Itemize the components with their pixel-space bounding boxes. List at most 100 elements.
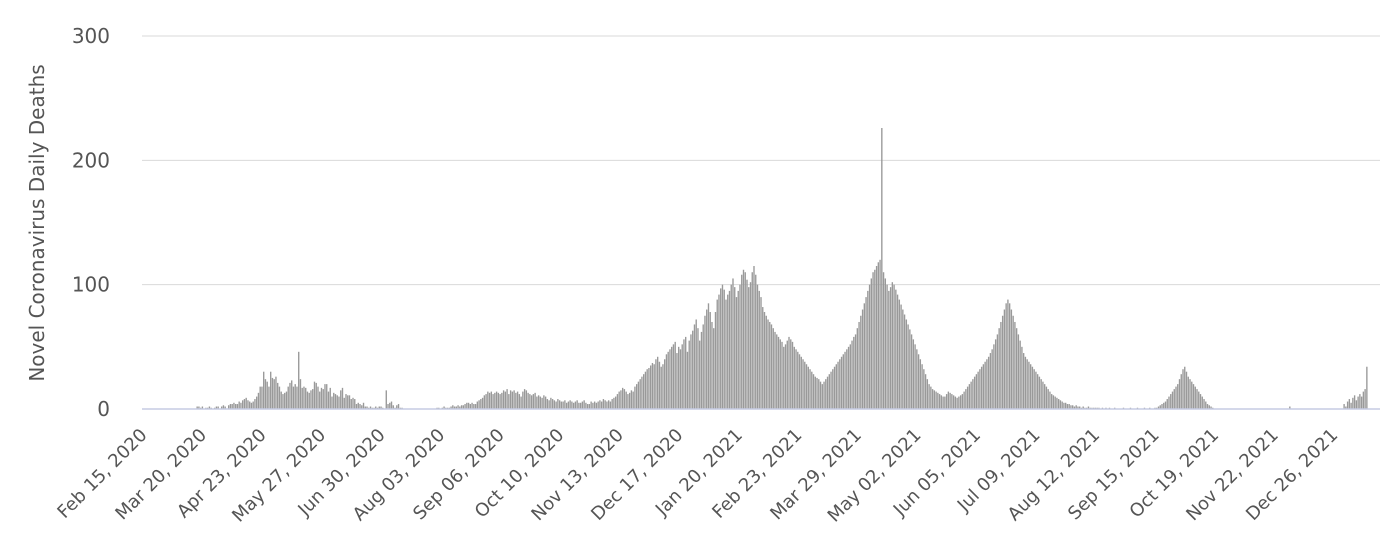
bar — [702, 324, 704, 409]
bar — [1357, 396, 1359, 409]
bar — [634, 386, 636, 409]
bar — [569, 400, 571, 409]
bar — [201, 406, 204, 409]
bar — [1058, 399, 1060, 409]
bar — [1012, 315, 1014, 409]
bar — [616, 394, 619, 409]
bar — [888, 290, 890, 409]
bar — [933, 390, 936, 409]
bar — [485, 394, 487, 409]
bar — [984, 361, 986, 409]
bar — [275, 376, 277, 409]
bar — [737, 290, 739, 409]
bar — [741, 274, 743, 409]
bar — [387, 404, 389, 409]
bar — [723, 289, 725, 409]
bar — [227, 405, 230, 409]
bar — [940, 395, 943, 409]
bar — [851, 340, 853, 409]
bar — [826, 376, 829, 409]
bar — [755, 274, 757, 409]
bar — [653, 364, 655, 409]
bar — [523, 389, 526, 409]
bar — [910, 334, 913, 409]
bar — [488, 392, 491, 409]
bar — [678, 346, 680, 409]
bar — [529, 394, 531, 409]
bar — [348, 395, 351, 409]
bar — [364, 406, 366, 409]
bar — [762, 307, 764, 409]
bar — [674, 341, 676, 409]
bar — [685, 336, 687, 409]
bar — [665, 354, 668, 409]
bar — [317, 386, 319, 409]
bar — [734, 287, 736, 409]
bar — [277, 382, 279, 409]
bar — [557, 399, 559, 409]
bar — [238, 401, 240, 409]
bar — [1178, 379, 1181, 409]
bar — [483, 395, 486, 409]
bar — [355, 404, 358, 409]
bar — [341, 387, 344, 409]
bar — [592, 402, 594, 409]
bar — [285, 391, 288, 409]
bar — [704, 315, 706, 409]
bar — [572, 402, 575, 409]
bar — [1073, 406, 1076, 409]
bar — [263, 371, 265, 409]
bar — [233, 402, 235, 409]
bar — [832, 369, 834, 409]
bar — [938, 394, 941, 409]
bar — [919, 359, 922, 409]
bar — [595, 402, 598, 409]
bar — [270, 371, 272, 409]
bar — [849, 344, 851, 409]
bar — [492, 394, 494, 409]
bar — [1072, 405, 1074, 409]
bar — [1052, 395, 1055, 409]
bar — [495, 391, 498, 409]
bar — [786, 340, 788, 409]
bar — [453, 406, 456, 409]
y-axis-ticks: 0 100 200 300 — [72, 24, 110, 421]
bar — [900, 304, 902, 409]
bar — [697, 328, 699, 409]
bar — [821, 384, 823, 409]
bar — [564, 400, 566, 409]
bar — [912, 339, 915, 409]
bar — [366, 406, 368, 409]
bar — [812, 374, 815, 409]
bar — [586, 404, 589, 409]
bar — [989, 353, 992, 409]
bar — [895, 289, 897, 409]
bar — [516, 391, 519, 409]
bar — [597, 401, 599, 409]
bar — [284, 392, 286, 409]
bar — [1166, 399, 1168, 409]
bar — [264, 379, 267, 409]
bar — [350, 399, 352, 409]
bar — [739, 284, 741, 409]
bar — [994, 339, 997, 409]
bar — [837, 361, 839, 409]
bar — [1360, 396, 1363, 409]
bar — [1182, 369, 1184, 409]
bar — [1366, 366, 1368, 409]
bar — [959, 395, 962, 409]
bar — [1019, 340, 1021, 409]
bar — [681, 344, 683, 409]
bar — [306, 391, 309, 409]
bar — [471, 402, 473, 409]
bar — [571, 401, 573, 409]
bar — [513, 390, 515, 409]
bar — [392, 405, 394, 409]
bar — [324, 384, 326, 409]
bar — [664, 359, 666, 409]
bar — [716, 299, 718, 409]
bar — [1061, 401, 1063, 409]
bar — [1362, 391, 1365, 409]
bar — [252, 401, 254, 409]
bar — [593, 401, 596, 409]
